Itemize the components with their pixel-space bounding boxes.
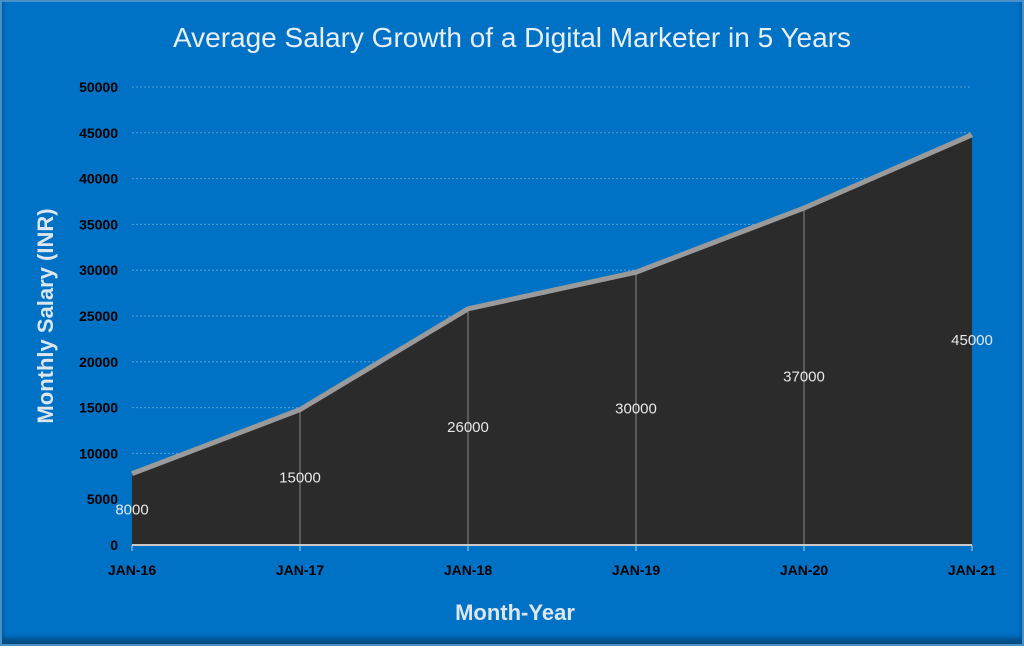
- y-tick-label: 20000: [79, 354, 118, 370]
- x-tick-label: JAN-19: [612, 562, 660, 578]
- y-axis-ticks: 0 5000 10000 15000 20000 25000 30000 35000 40000…: [79, 79, 118, 553]
- x-tick-label: JAN-17: [276, 562, 324, 578]
- y-tick-label: 5000: [87, 491, 118, 507]
- data-label: 37000: [783, 369, 825, 386]
- data-labels: 8000 15000 26000 30000 37000 45000: [115, 332, 993, 518]
- y-tick-label: 50000: [79, 79, 118, 95]
- x-tick-label: JAN-16: [108, 562, 156, 578]
- y-tick-label: 15000: [79, 400, 118, 416]
- x-tick-label: JAN-21: [948, 562, 996, 578]
- y-tick-label: 30000: [79, 262, 118, 278]
- data-label: 30000: [615, 401, 657, 418]
- area-edge-line: [131, 132, 973, 477]
- y-tick-label: 35000: [79, 216, 118, 232]
- data-label: 15000: [279, 469, 321, 486]
- chart-title: Average Salary Growth of a Digital Marke…: [172, 22, 852, 53]
- y-axis-label: Monthly Salary (INR): [33, 208, 58, 423]
- data-label: 26000: [447, 419, 489, 436]
- x-tick-label: JAN-20: [780, 562, 828, 578]
- y-tick-label: 10000: [79, 445, 118, 461]
- data-label: 8000: [115, 501, 148, 518]
- y-tick-label: 0: [110, 537, 118, 553]
- x-axis-label: Month-Year: [455, 600, 575, 625]
- y-tick-label: 25000: [79, 308, 118, 324]
- area-series: [131, 132, 973, 546]
- x-axis-ticks: JAN-16 JAN-17 JAN-18 JAN-19 JAN-20 JAN-21: [108, 545, 996, 578]
- area-fill: [132, 132, 972, 546]
- y-tick-label: 45000: [79, 125, 118, 141]
- data-label: 45000: [951, 332, 993, 349]
- y-tick-label: 40000: [79, 171, 118, 187]
- x-tick-label: JAN-18: [444, 562, 492, 578]
